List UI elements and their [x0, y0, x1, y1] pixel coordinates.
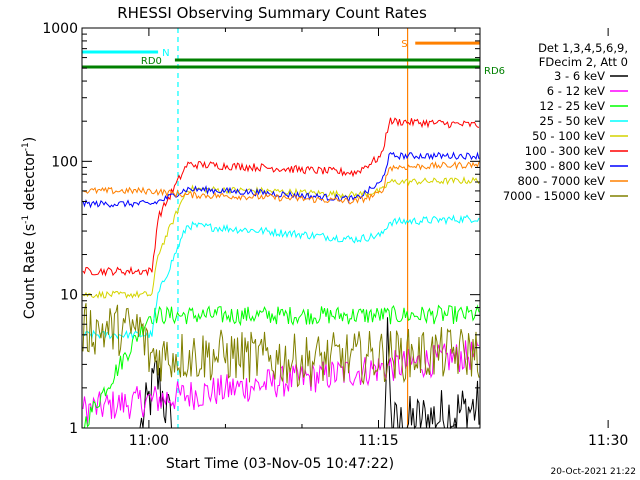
- series-line-6: [82, 151, 480, 209]
- legend-label-3: 25 - 50 keV: [539, 114, 605, 128]
- y-axis-ticks: 1 10 100 1000: [42, 21, 480, 437]
- x-tick-label-0: 11:00: [129, 433, 169, 449]
- flag-label-s: S: [401, 39, 407, 50]
- series-line-8: [82, 303, 480, 388]
- x-axis-label: Start Time (03-Nov-05 10:47:22): [166, 456, 394, 472]
- legend-label-0: 3 - 6 keV: [554, 69, 605, 83]
- chart-title: RHESSI Observing Summary Count Rates: [117, 4, 427, 22]
- series-line-2: [82, 304, 480, 429]
- y-axis-label: Count Rate (s-1 detector-1): [21, 137, 38, 319]
- x-tick-label-2: 11:30: [588, 433, 628, 449]
- y-tick-label-2: 100: [51, 154, 78, 170]
- legend-label-1: 6 - 12 keV: [547, 84, 605, 98]
- series-line-4: [82, 176, 480, 299]
- legend-label-8: 7000 - 15000 keV: [503, 189, 605, 203]
- y-tick-label-3: 1000: [42, 21, 78, 37]
- y-axis-label-end: ): [22, 137, 38, 142]
- legend-label-4: 50 - 100 keV: [532, 129, 605, 143]
- y-tick-label-1: 10: [60, 288, 78, 304]
- series-line-5: [82, 117, 480, 277]
- y-axis-label-main: Count Rate (s: [22, 224, 38, 319]
- series-line-3: [82, 214, 480, 340]
- y-tick-label-0: 1: [69, 421, 78, 437]
- flag-label-n: N: [162, 48, 169, 59]
- legend-label-5: 100 - 300 keV: [525, 144, 605, 158]
- legend-header-line-1: Det 1,3,4,5,6,9,: [538, 41, 628, 55]
- legend-header-line-2: FDecim 2, Att 0: [539, 55, 628, 69]
- timestamp: 20-Oct-2021 21:22: [551, 467, 636, 477]
- flag-bars: N S RD0 RD6: [82, 39, 505, 77]
- y-axis-label-mid: detector: [22, 151, 38, 215]
- series-line-7: [82, 160, 480, 205]
- y-axis-label-exp2: -1: [21, 142, 31, 151]
- y-axis-label-exp1: -1: [21, 215, 31, 224]
- legend-label-7: 800 - 7000 keV: [517, 174, 605, 188]
- plot-frame: [81, 27, 481, 429]
- legend-label-6: 300 - 800 keV: [525, 159, 605, 173]
- flag-label-rd6: RD6: [484, 66, 505, 77]
- legend-label-2: 12 - 25 keV: [539, 99, 605, 113]
- flag-label-rd0: RD0: [141, 56, 162, 67]
- x-tick-label-1: 11:15: [358, 433, 398, 449]
